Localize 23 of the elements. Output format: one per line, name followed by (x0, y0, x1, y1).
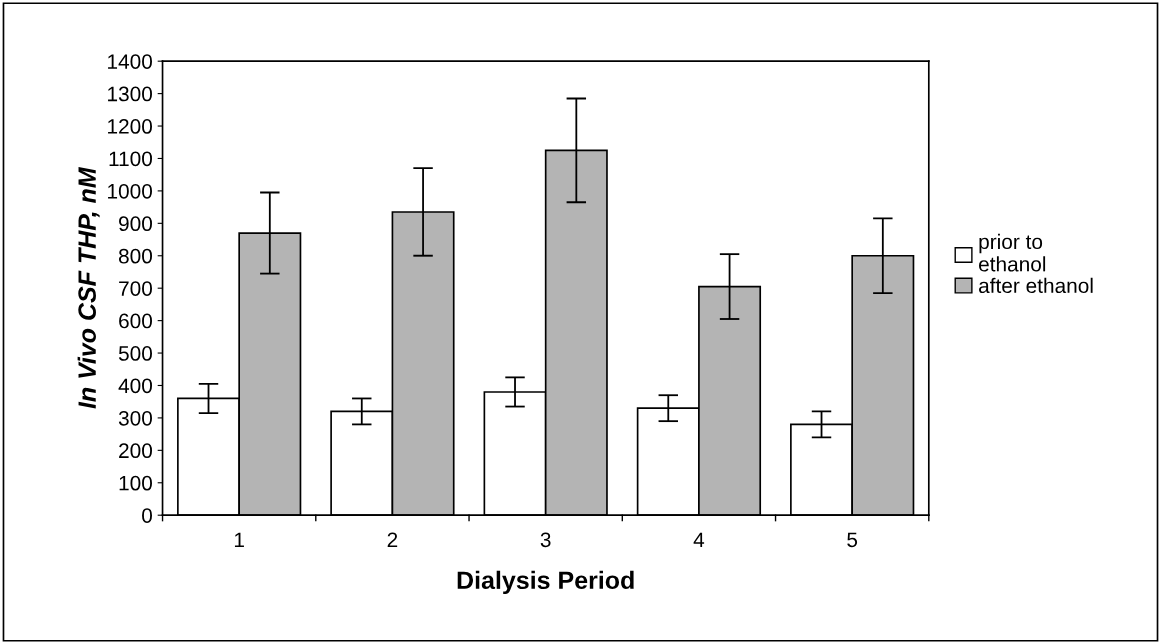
y-tick-label: 700 (119, 281, 153, 296)
y-tick-label: 400 (118, 378, 153, 394)
x-tick-label: 1 (234, 532, 244, 547)
y-tick-label: 200 (119, 443, 153, 459)
x-tick-label: 4 (693, 532, 705, 547)
y-tick-label: 900 (119, 216, 153, 232)
y-tick-label: 1200 (108, 119, 153, 134)
y-tick-label: 600 (119, 313, 153, 329)
x-tick-label: 2 (387, 532, 398, 547)
y-tick-label: 1100 (109, 151, 153, 167)
y-tick-label: 300 (118, 410, 153, 426)
y-axis-title: In Vivo CSF THP, nM (77, 166, 100, 409)
y-tick-label: 1400 (108, 54, 153, 69)
y-tick-label: 500 (118, 346, 153, 361)
y-tick-label: 800 (118, 248, 153, 264)
y-tick-label: 1300 (108, 86, 153, 102)
y-tick-label: 0 (142, 508, 152, 523)
x-tick-label: 3 (540, 532, 551, 548)
x-axis-title: Dialysis Period (457, 570, 634, 595)
legend-label: after ethanol (979, 277, 1093, 294)
y-tick-label: 1000 (108, 183, 153, 199)
y-tick-label: 100 (119, 475, 153, 491)
x-tick-label: 5 (847, 532, 858, 548)
